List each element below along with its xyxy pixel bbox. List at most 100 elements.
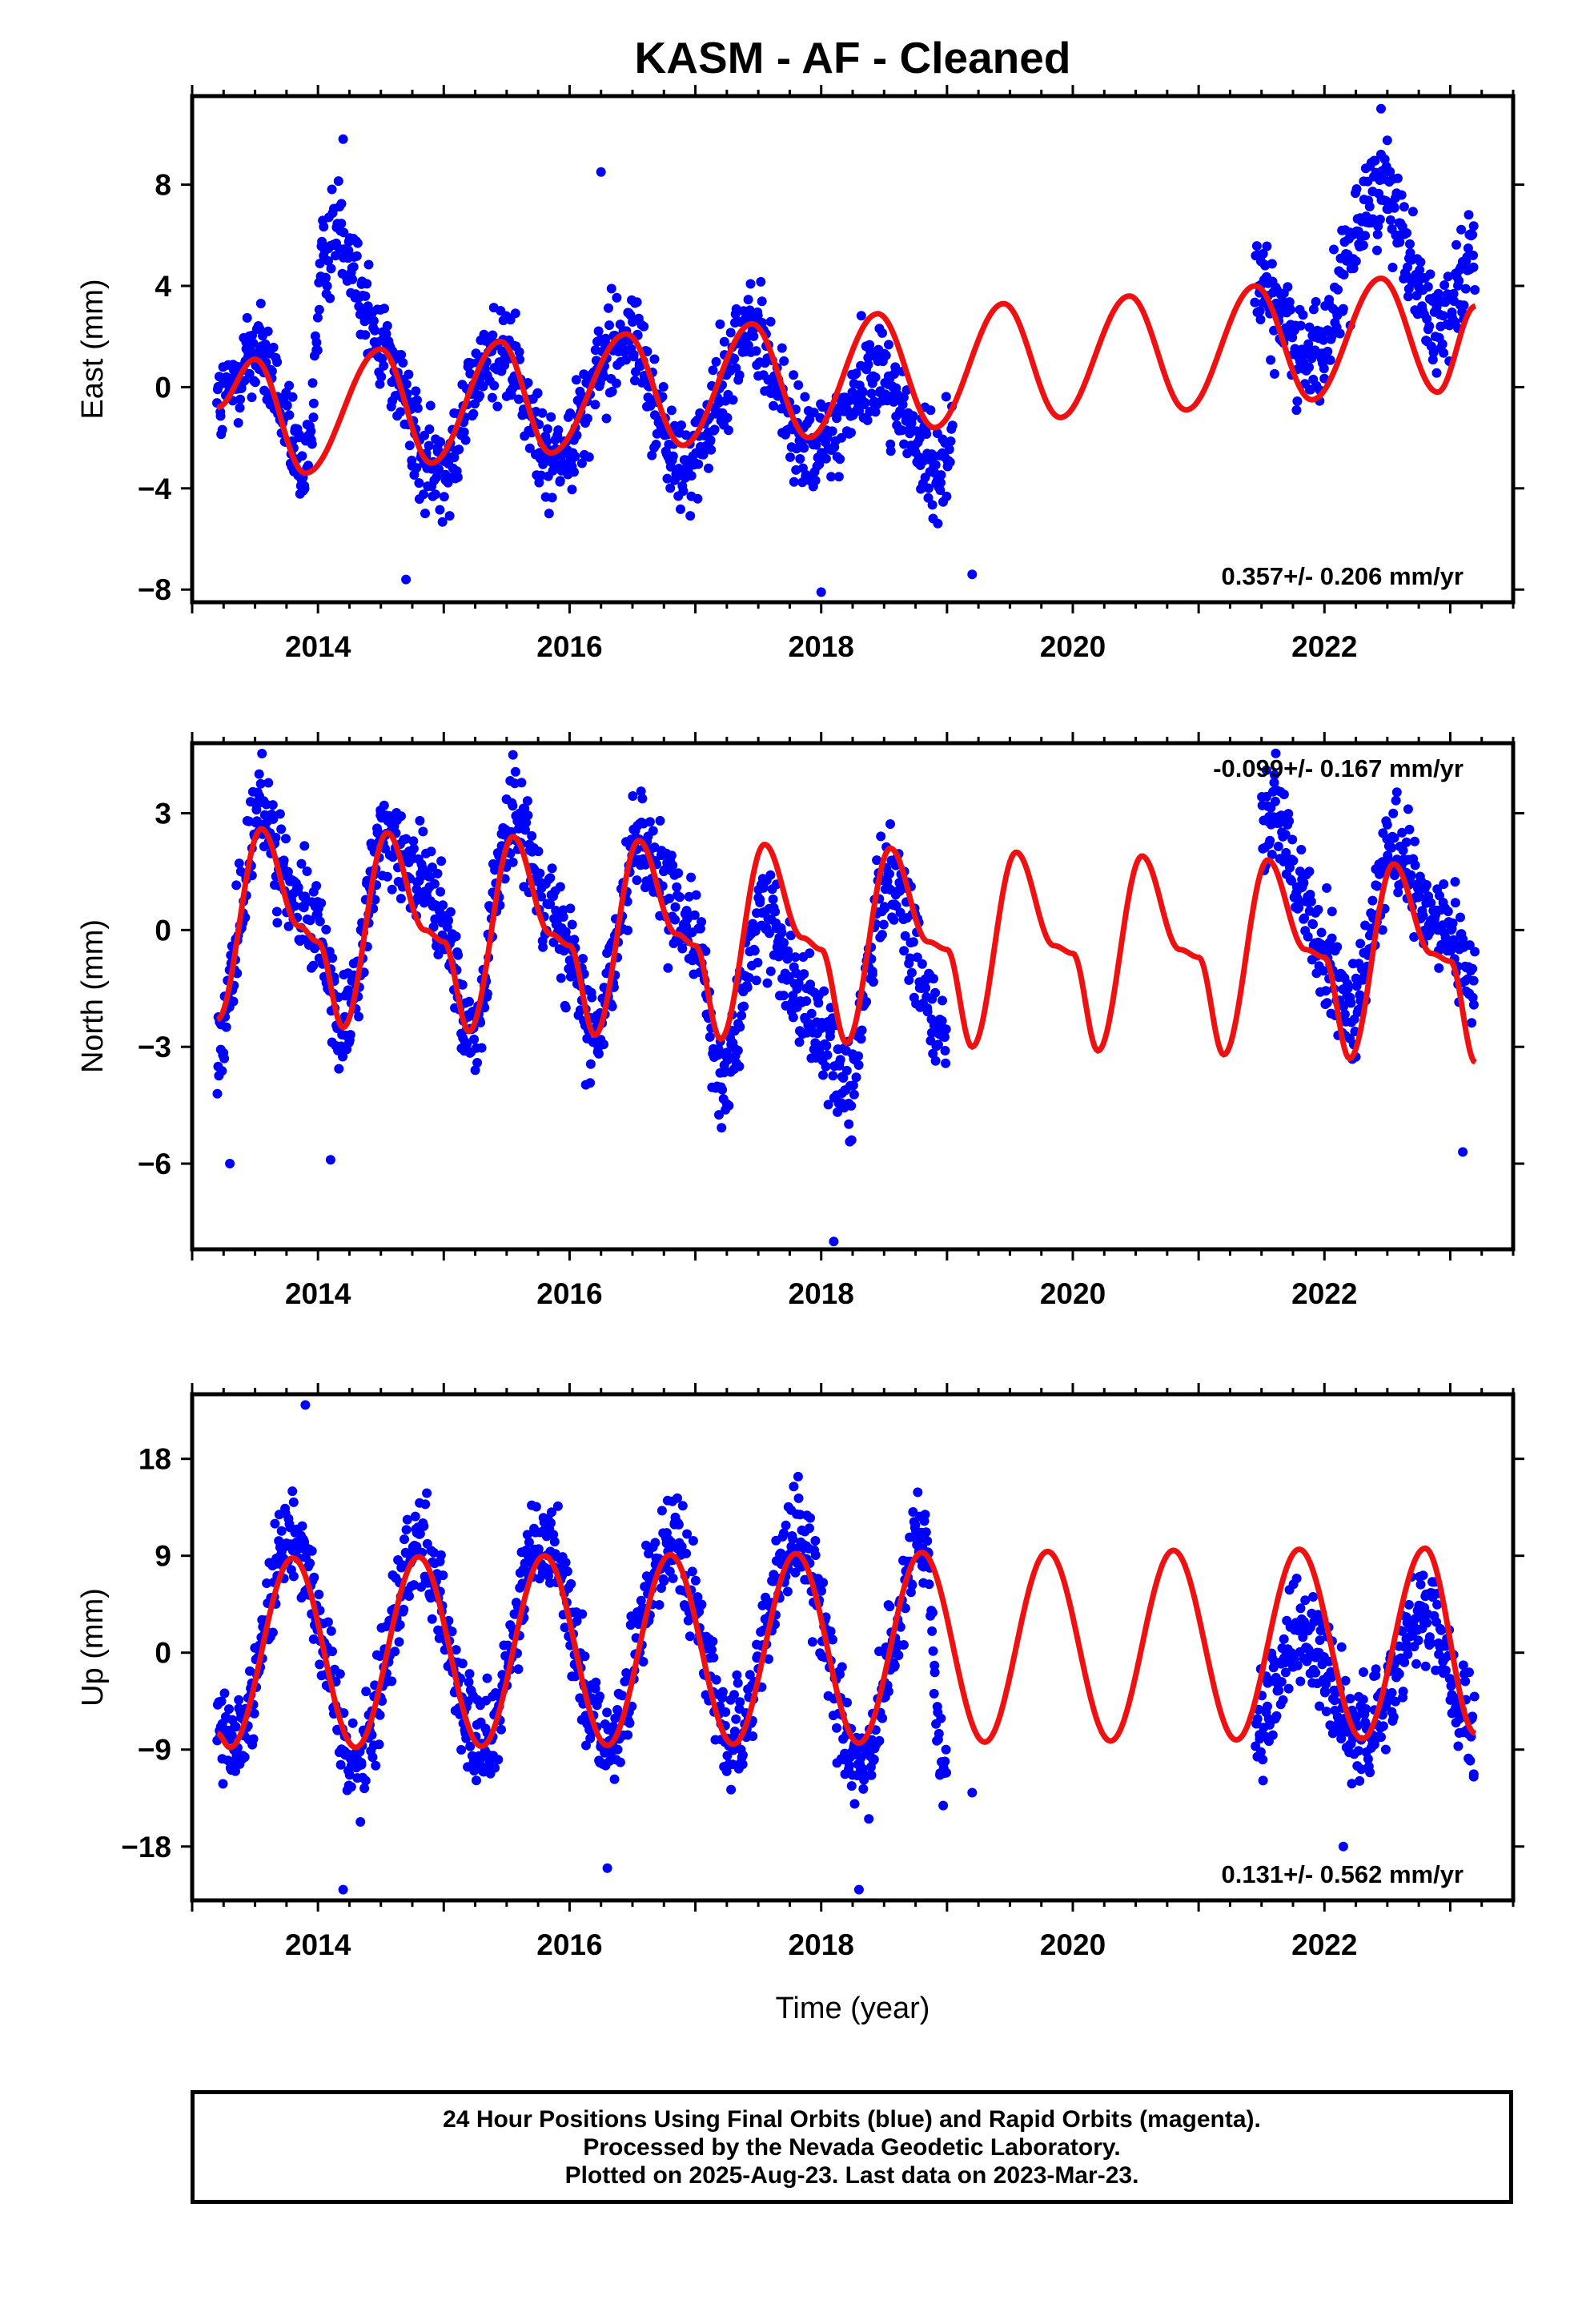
x-axis-label: Time (year) xyxy=(776,1992,930,2025)
data-point xyxy=(765,870,776,880)
data-point xyxy=(396,350,407,360)
data-point xyxy=(524,443,535,453)
data-point xyxy=(1428,348,1439,358)
data-point xyxy=(262,1578,272,1588)
data-point xyxy=(1327,907,1337,917)
data-point xyxy=(439,492,449,502)
data-point xyxy=(807,1637,817,1647)
data-point xyxy=(287,1486,298,1497)
data-point xyxy=(1336,1734,1347,1744)
data-point xyxy=(492,401,503,412)
data-point xyxy=(272,918,283,928)
data-point xyxy=(863,360,873,370)
data-point xyxy=(805,1523,814,1534)
data-point xyxy=(739,1001,749,1011)
data-point xyxy=(548,1530,559,1540)
data-point xyxy=(1305,890,1315,899)
data-point xyxy=(1252,1714,1263,1724)
data-point xyxy=(1313,1610,1323,1620)
data-point xyxy=(733,1045,743,1055)
data-point xyxy=(788,1012,798,1023)
data-points xyxy=(212,1400,1480,1895)
data-point xyxy=(523,810,533,821)
data-point xyxy=(604,303,613,313)
data-point xyxy=(469,1034,480,1044)
data-point xyxy=(930,1667,940,1678)
data-point xyxy=(1347,1779,1357,1789)
data-point xyxy=(1262,241,1272,251)
data-points xyxy=(212,748,1480,1247)
data-point xyxy=(401,379,412,389)
data-point xyxy=(219,1688,230,1699)
data-point xyxy=(838,1073,849,1083)
data-point xyxy=(673,1519,684,1530)
data-point xyxy=(424,424,435,434)
outlier-point xyxy=(508,750,518,760)
data-point xyxy=(1308,1592,1319,1602)
data-point xyxy=(690,1575,701,1586)
data-point xyxy=(750,926,761,936)
data-point xyxy=(547,1507,556,1518)
data-point xyxy=(1339,1009,1350,1019)
data-point xyxy=(822,1050,833,1060)
data-point xyxy=(900,931,910,941)
data-point xyxy=(1370,155,1380,166)
data-point xyxy=(457,1659,468,1669)
data-point xyxy=(351,251,362,261)
data-point xyxy=(1372,881,1383,891)
data-point xyxy=(1287,875,1296,886)
data-point xyxy=(665,483,676,493)
data-point xyxy=(1298,310,1308,320)
data-point xyxy=(897,400,908,410)
data-point xyxy=(314,1590,324,1599)
data-point xyxy=(861,996,872,1007)
outlier-point xyxy=(967,569,978,580)
data-point xyxy=(714,1110,724,1120)
data-point xyxy=(396,407,406,417)
data-point xyxy=(1255,315,1266,324)
data-point xyxy=(420,1499,431,1510)
data-point xyxy=(856,311,866,321)
data-point xyxy=(1452,239,1461,250)
data-point xyxy=(1365,1767,1375,1778)
data-point xyxy=(221,1022,231,1032)
data-point xyxy=(737,1750,748,1760)
data-point xyxy=(866,388,877,399)
data-point xyxy=(733,1678,743,1688)
data-point xyxy=(562,1566,572,1577)
footer-box: 24 Hour Positions Using Final Orbits (bl… xyxy=(191,2090,1513,2204)
data-point xyxy=(1313,904,1323,915)
data-point xyxy=(705,1031,715,1042)
data-point xyxy=(400,1534,409,1545)
data-point xyxy=(617,1691,628,1701)
data-point xyxy=(593,326,604,336)
data-point xyxy=(336,219,347,229)
data-point xyxy=(425,1593,436,1603)
data-point xyxy=(309,1572,319,1582)
data-point xyxy=(219,1053,230,1063)
data-point xyxy=(316,898,327,908)
data-point xyxy=(632,875,642,886)
data-point xyxy=(255,299,266,308)
data-point xyxy=(677,1542,687,1552)
data-point xyxy=(663,963,673,973)
data-point xyxy=(1399,202,1409,212)
data-point xyxy=(595,1691,605,1702)
data-point xyxy=(1284,816,1295,826)
data-point xyxy=(857,1025,867,1035)
data-point xyxy=(666,850,677,861)
data-point xyxy=(465,1741,476,1751)
data-point xyxy=(821,1061,831,1072)
data-point xyxy=(1315,1701,1325,1711)
data-point xyxy=(647,450,657,460)
data-point xyxy=(1355,1775,1365,1786)
data-point xyxy=(835,454,845,464)
data-point xyxy=(632,297,642,308)
data-point xyxy=(777,343,787,353)
data-point xyxy=(810,476,821,485)
data-point xyxy=(789,1482,799,1492)
data-point xyxy=(1387,263,1398,272)
data-point xyxy=(521,818,532,828)
y-tick-label: −9 xyxy=(138,1734,171,1767)
data-point xyxy=(514,394,524,404)
